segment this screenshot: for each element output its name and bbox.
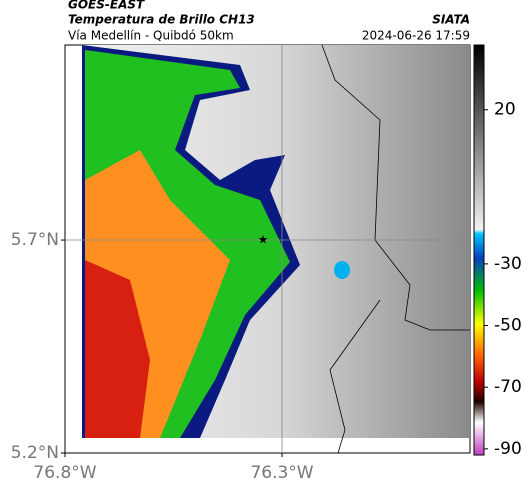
colorbar [473,44,485,456]
title: Temperatura de Brillo CH13 [68,13,255,27]
colorbar-tick-label: -90 [494,439,522,459]
route: Vía Medellín - Quibdó 50km [68,29,234,43]
colorbar-tick-label: 20 [494,100,516,120]
cloud-red [85,260,150,438]
colorbar-tick-label: -30 [494,254,522,274]
y-tick-label: 5.7°N [11,230,59,250]
location-star: ★ [258,233,269,247]
y-tick-label: 5.2°N [11,443,59,463]
datetime: 2024-06-26 17:59 [362,29,470,43]
colorbar-tick-label: -50 [494,316,522,336]
colorbar-tick-label: -70 [494,377,522,397]
x-tick-label: 76.8°W [33,463,96,483]
x-tick-label: 76.3°W [250,463,313,483]
org: SIATA [432,13,470,27]
source: GOES-EAST [68,0,145,12]
small-cloud [334,261,350,279]
border [321,44,470,454]
